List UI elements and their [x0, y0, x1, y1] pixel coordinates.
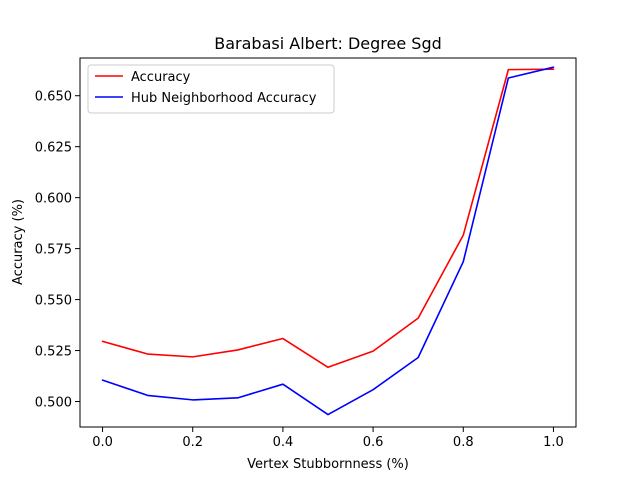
legend: Accuracy Hub Neighborhood Accuracy — [87, 64, 335, 114]
chart-title: Barabasi Albert: Degree Sgd — [214, 34, 442, 53]
legend-box — [87, 64, 335, 114]
x-tick-label: 0.4 — [273, 435, 294, 450]
y-axis-ticks: 0.500 0.525 0.550 0.575 0.600 0.625 0.650 — [35, 90, 80, 411]
y-tick-label: 0.500 — [35, 396, 72, 411]
plot-area — [79, 57, 577, 428]
x-axis-title: Vertex Stubbornness (%) — [247, 457, 409, 472]
series-line-accuracy — [101, 68, 555, 369]
series-line-hub-neighborhood-accuracy — [101, 66, 555, 416]
plot-frame — [79, 57, 577, 428]
y-tick-label: 0.550 — [35, 294, 72, 309]
y-tick-label: 0.600 — [35, 192, 72, 207]
x-tick-label: 1.0 — [543, 435, 564, 450]
x-tick-label: 0.0 — [92, 435, 113, 450]
x-tick-label: 0.8 — [453, 435, 474, 450]
x-tick-label: 0.6 — [363, 435, 384, 450]
x-tick-label: 0.2 — [182, 435, 203, 450]
y-axis-title: Accuracy (%) — [11, 199, 26, 285]
legend-label: Accuracy — [131, 70, 191, 85]
y-tick-label: 0.650 — [35, 90, 72, 105]
y-tick-label: 0.575 — [35, 243, 72, 258]
y-tick-label: 0.525 — [35, 345, 72, 360]
legend-label: Hub Neighborhood Accuracy — [131, 91, 317, 106]
series-layer — [101, 66, 555, 416]
y-tick-label: 0.625 — [35, 141, 72, 156]
x-axis-ticks: 0.0 0.2 0.4 0.6 0.8 1.0 — [92, 427, 564, 450]
